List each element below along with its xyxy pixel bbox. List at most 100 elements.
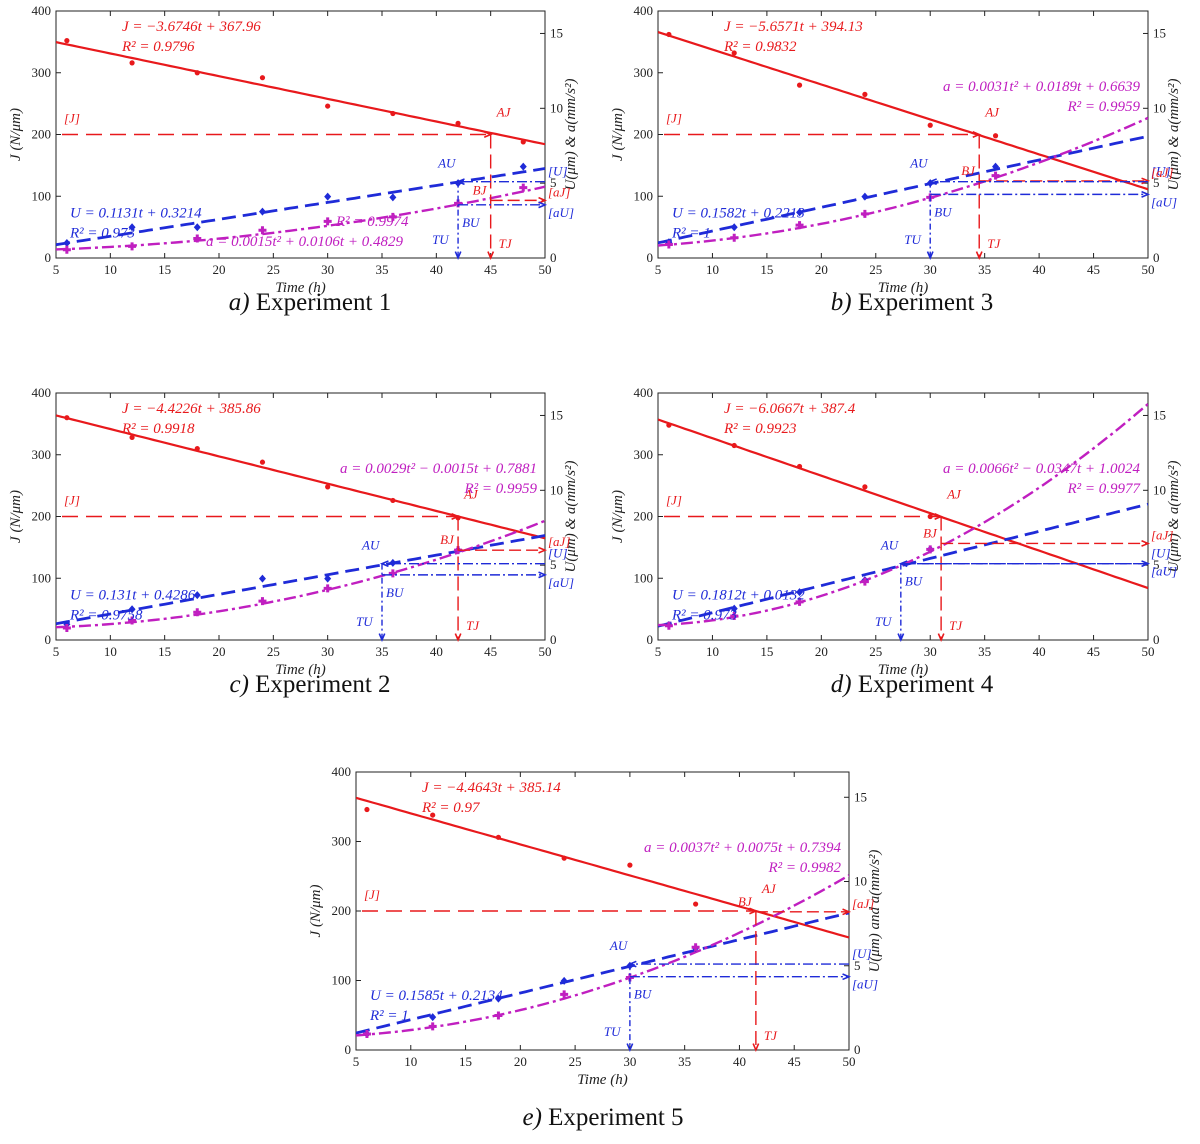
aJ-arrow-head	[842, 908, 852, 916]
U-equation: U = 0.1812t + 0.0132	[672, 588, 805, 604]
y-left-axis-label: J (N/μm)	[308, 885, 324, 938]
U-limit-label: [U]	[548, 164, 568, 179]
TU-drop-arrow-head	[454, 251, 462, 261]
aU-limit-label: [aU]	[1151, 194, 1177, 209]
a-data-point	[560, 990, 569, 999]
aU-arrow-head	[1141, 560, 1151, 568]
aU-arrow-head	[1141, 190, 1151, 198]
J-r-squared: R² = 0.9918	[121, 421, 195, 437]
y-left-tick-label: 300	[32, 447, 52, 462]
aJ-limit-label: [aJ]	[852, 896, 874, 911]
y-left-tick-label: 400	[332, 764, 352, 779]
y-left-axis-label: J (N/μm)	[610, 490, 626, 543]
y-left-tick-label: 0	[647, 632, 654, 647]
x-tick-label: 20	[815, 262, 828, 277]
caption-letter: b)	[831, 289, 852, 316]
TJ-label: TJ	[499, 236, 513, 251]
J-data-point	[796, 463, 803, 470]
y-right-tick-label: 0	[550, 250, 557, 265]
TU-label: TU	[875, 614, 893, 629]
J-fit-line	[356, 796, 849, 939]
x-tick-label: 25	[267, 644, 280, 659]
TJ-drop-arrow-head	[937, 633, 945, 643]
x-tick-label: 25	[869, 262, 882, 277]
AJ-label: AJ	[946, 487, 962, 502]
x-axis-label: Time (h)	[577, 1072, 627, 1088]
y-right-tick-label: 5	[550, 175, 557, 190]
U-r-squared: R² = 1	[671, 226, 711, 242]
TJ-label: TJ	[764, 1028, 778, 1043]
TU-drop-arrow-head	[378, 633, 386, 643]
AJ-label: AJ	[984, 105, 1000, 120]
x-tick-label: 50	[1142, 262, 1155, 277]
plot-area	[356, 796, 849, 1038]
U-fit-line	[356, 911, 849, 1035]
a-data-point	[691, 943, 700, 952]
x-tick-label: 5	[655, 262, 662, 277]
U-r-squared: R² = 0.973	[69, 226, 135, 242]
U-data-point	[324, 192, 332, 201]
x-tick-label: 30	[924, 262, 937, 277]
U-r-squared: R² = 0.973	[671, 608, 737, 624]
caption-letter: d)	[831, 671, 852, 698]
y-right-tick-label: 0	[854, 1042, 861, 1057]
chart-panel-5: 5 10 15 20 25 30 35 40 45 500100200300400051015Ti…	[308, 764, 883, 1131]
x-tick-label: 10	[404, 1054, 417, 1069]
a-r-squared: R² = 0.9959	[1066, 99, 1140, 115]
J-limit-label: [J]	[64, 493, 80, 508]
U-limit-label: [U]	[1151, 164, 1171, 179]
TU-label: TU	[604, 1024, 622, 1039]
y-right-tick-label: 10	[1153, 482, 1166, 497]
x-tick-label: 5	[353, 1054, 360, 1069]
J-data-point	[992, 133, 999, 139]
U-data-point	[258, 207, 266, 216]
J-r-squared: R² = 0.9832	[723, 39, 797, 55]
x-tick-label: 20	[213, 262, 226, 277]
x-tick-label: 35	[678, 1054, 691, 1069]
J-data-point	[64, 415, 70, 421]
J-data-point	[862, 91, 868, 97]
plot-area	[658, 31, 1148, 249]
x-tick-label: 5	[53, 262, 60, 277]
U-data-point	[429, 1013, 437, 1022]
x-tick-label: 30	[321, 644, 334, 659]
x-tick-label: 50	[539, 644, 552, 659]
U-data-point	[193, 223, 201, 232]
y-right-axis-label: U(μm) & a(mm/s²)	[563, 460, 579, 572]
BJ-label: BJ	[473, 182, 488, 197]
a-data-point	[730, 233, 739, 242]
a-data-point	[860, 577, 869, 586]
a-data-point	[519, 183, 528, 192]
a-data-point	[258, 597, 267, 606]
y-left-tick-label: 400	[32, 385, 52, 400]
a-data-point	[362, 1029, 371, 1038]
y-left-tick-label: 300	[634, 65, 654, 80]
a-data-point	[258, 226, 267, 235]
U-data-point	[560, 976, 568, 985]
x-tick-label: 45	[788, 1054, 801, 1069]
a-equation: a = 0.0037t² + 0.0075t + 0.7394	[644, 840, 841, 856]
BJ-label: BJ	[923, 525, 938, 540]
x-tick-label: 25	[267, 262, 280, 277]
a-data-point	[388, 569, 397, 578]
aJ-arrow-head	[1141, 177, 1151, 185]
y-left-axis-label: J (N/μm)	[8, 108, 24, 161]
x-tick-label: 20	[213, 644, 226, 659]
a-r-squared: R² = 0.9982	[767, 860, 841, 876]
a-data-point	[991, 171, 1000, 180]
U-data-point	[193, 591, 201, 600]
a-data-point	[795, 221, 804, 230]
BJ-label: BJ	[440, 532, 455, 547]
a-data-point	[388, 212, 397, 221]
U-data-point	[992, 162, 1000, 171]
y-right-tick-label: 15	[1153, 25, 1166, 40]
y-right-tick-label: 15	[854, 789, 867, 804]
y-right-tick-label: 10	[550, 100, 563, 115]
J-data-point	[666, 422, 672, 428]
U-data-point	[63, 239, 71, 248]
y-left-tick-label: 300	[332, 834, 352, 849]
aU-limit-label: [aU]	[548, 575, 574, 590]
x-tick-label: 10	[706, 262, 719, 277]
y-left-tick-label: 0	[647, 250, 654, 265]
J-data-point	[390, 497, 396, 504]
